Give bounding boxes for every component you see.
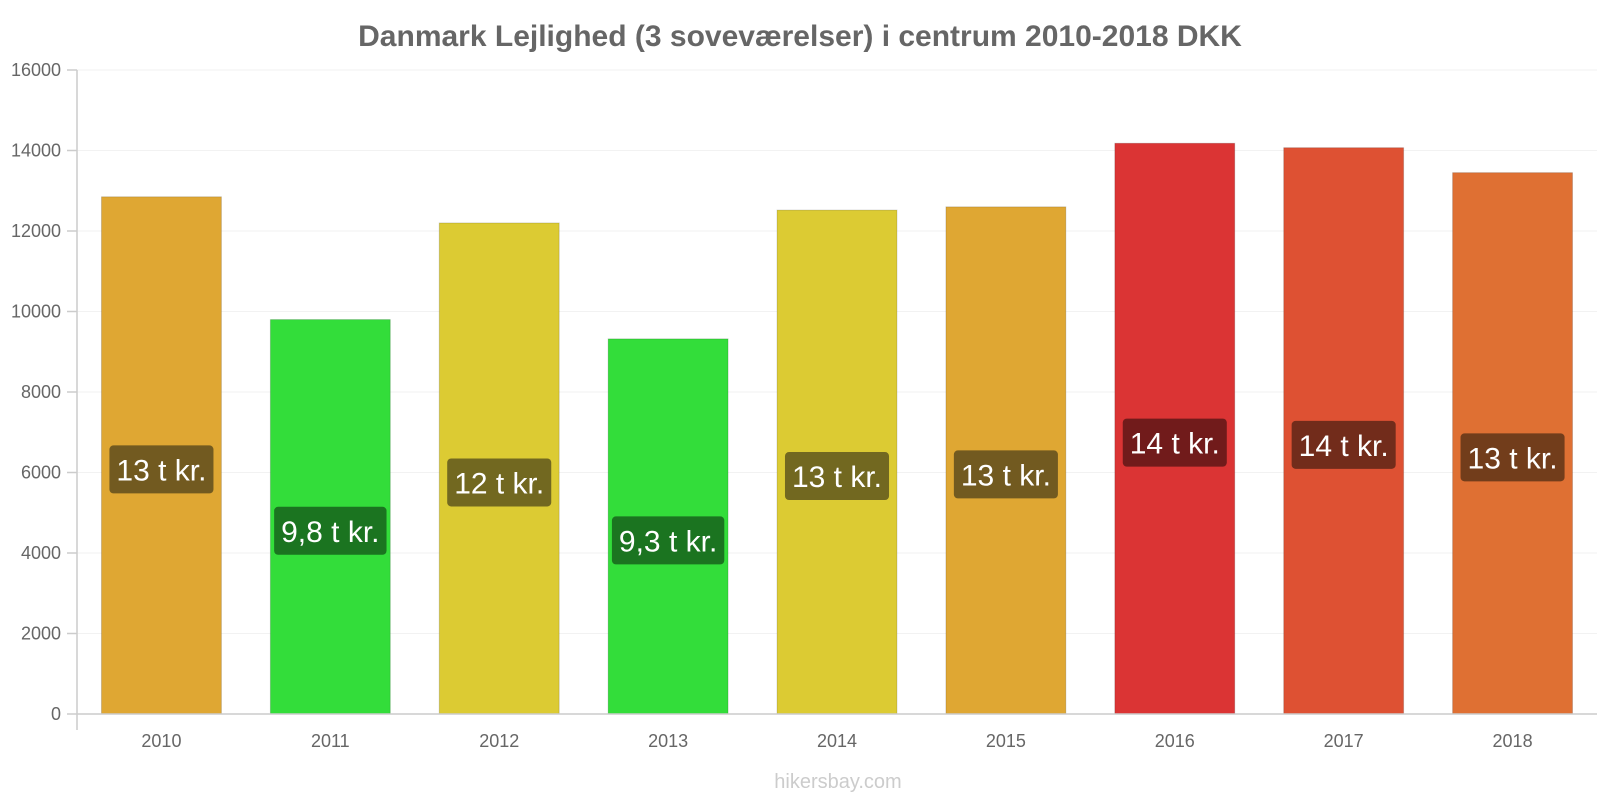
data-label-text: 12 t kr. — [454, 467, 544, 500]
y-tick-label: 14000 — [11, 141, 61, 161]
data-label-text: 9,3 t kr. — [619, 525, 717, 558]
data-label-text: 14 t kr. — [1130, 428, 1220, 461]
data-label-text: 14 t kr. — [1299, 430, 1389, 463]
data-label-2017: 14 t kr. — [1291, 420, 1396, 469]
data-labels: 13 t kr. 9,8 t kr. 12 t kr. 9,3 t kr. 13 t k… — [109, 418, 1565, 565]
data-label-box — [1122, 418, 1227, 467]
data-label-text: 13 t kr. — [116, 454, 206, 487]
x-axis-ticks: 2010 2011 2012 2013 2014 2015 2016 2017 2018 — [141, 731, 1532, 751]
y-tick-label: 8000 — [21, 382, 61, 402]
data-label-text: 13 t kr. — [961, 459, 1051, 492]
y-tick-label: 0 — [51, 704, 61, 724]
y-axis-ticks: 0 2000 4000 6000 8000 10000 12000 14000 16000 — [11, 60, 77, 724]
x-tick-label: 2011 — [311, 731, 350, 751]
data-label-2010: 13 t kr. — [109, 445, 214, 494]
data-label-2015: 13 t kr. — [953, 450, 1058, 499]
x-tick-label: 2012 — [479, 731, 519, 751]
data-label-2012: 12 t kr. — [447, 458, 552, 507]
data-label-2018: 13 t kr. — [1460, 433, 1565, 482]
chart-title: Danmark Lejlighed (3 soveværelser) i cen… — [358, 20, 1242, 53]
y-tick-label: 12000 — [11, 221, 61, 241]
x-tick-label: 2018 — [1493, 731, 1533, 751]
y-tick-label: 16000 — [11, 60, 61, 80]
y-tick-label: 4000 — [21, 543, 61, 563]
data-label-text: 13 t kr. — [792, 461, 882, 494]
data-label-2011: 9,8 t kr. — [274, 506, 387, 555]
x-tick-label: 2017 — [1324, 731, 1364, 751]
x-tick-label: 2013 — [648, 731, 688, 751]
data-label-box — [447, 458, 552, 507]
x-tick-label: 2014 — [817, 731, 857, 751]
data-label-box — [953, 450, 1058, 499]
y-tick-label: 6000 — [21, 463, 61, 483]
data-label-text: 9,8 t kr. — [281, 516, 379, 549]
data-label-2014: 13 t kr. — [784, 452, 890, 501]
y-tick-label: 2000 — [21, 624, 61, 644]
data-label-box — [274, 506, 387, 555]
data-label-box — [611, 516, 725, 565]
data-label-box — [109, 445, 214, 494]
data-label-box — [1460, 433, 1565, 482]
x-tick-label: 2010 — [141, 731, 181, 751]
y-tick-label: 10000 — [11, 302, 61, 322]
data-label-box — [1291, 420, 1396, 469]
data-label-2013: 9,3 t kr. — [611, 516, 725, 565]
data-label-box — [784, 452, 890, 501]
data-label-2016: 14 t kr. — [1122, 418, 1227, 467]
credit-text: hikersbay.com — [774, 771, 901, 793]
x-tick-label: 2015 — [986, 731, 1026, 751]
data-label-text: 13 t kr. — [1468, 442, 1558, 475]
x-tick-label: 2016 — [1155, 731, 1195, 751]
